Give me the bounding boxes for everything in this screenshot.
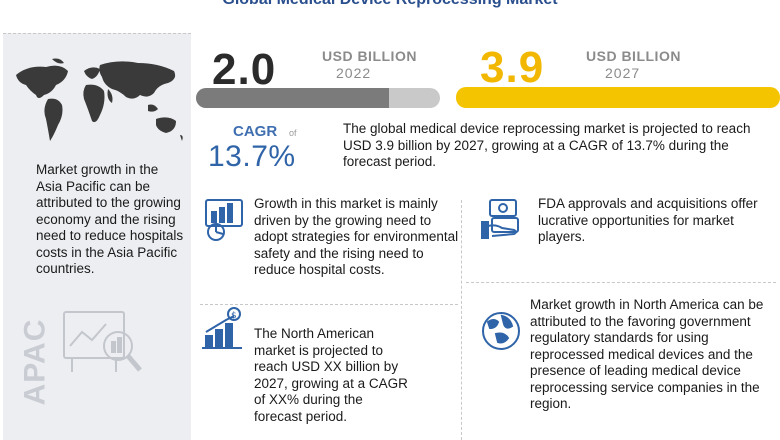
- growth-chart-icon: [205, 199, 243, 241]
- page-title: Global Medical Device Reprocessing Marke…: [0, 0, 780, 9]
- market-2027-bar: [456, 87, 780, 108]
- world-map-icon: [16, 58, 183, 141]
- divider: [3, 33, 191, 34]
- divider: [466, 282, 776, 283]
- analytics-magnifier-icon: [63, 311, 142, 372]
- divider: [461, 200, 462, 440]
- market-2022-year: 2022: [336, 65, 372, 81]
- market-2027-value: 3.9: [480, 43, 545, 92]
- market-2027-bar-fill: [456, 87, 780, 108]
- market-2027-year: 2027: [605, 65, 641, 81]
- market-2027-unit: USD BILLION: [586, 48, 681, 64]
- money-hand-icon: [481, 199, 519, 239]
- apac-growth-text: Market growth in the Asia Pacific can be…: [36, 162, 184, 276]
- cagr-of: of: [289, 128, 297, 138]
- cagr-label: CAGR: [233, 123, 278, 140]
- fda-opportunity-text: FDA approvals and acquisitions offer luc…: [538, 196, 758, 244]
- growth-driver-text: Growth in this market is mainly driven b…: [254, 196, 459, 277]
- north-america-growth-text: Market growth in North America can be at…: [530, 297, 764, 411]
- market-2022-bar: [196, 88, 440, 108]
- market-2022-bar-fill: [196, 88, 389, 108]
- apac-watermark: APAC: [18, 318, 52, 406]
- market-2022-unit: USD BILLION: [322, 48, 417, 64]
- cagr-value: 13.7%: [208, 140, 296, 173]
- divider: [200, 304, 458, 305]
- dollar-bar-chart-icon: $: [202, 307, 242, 349]
- market-summary: The global medical device reprocessing m…: [343, 121, 751, 169]
- north-america-market-text: The North American market is projected t…: [254, 326, 408, 424]
- globe-icon: [482, 312, 520, 350]
- market-2022-value: 2.0: [212, 45, 277, 94]
